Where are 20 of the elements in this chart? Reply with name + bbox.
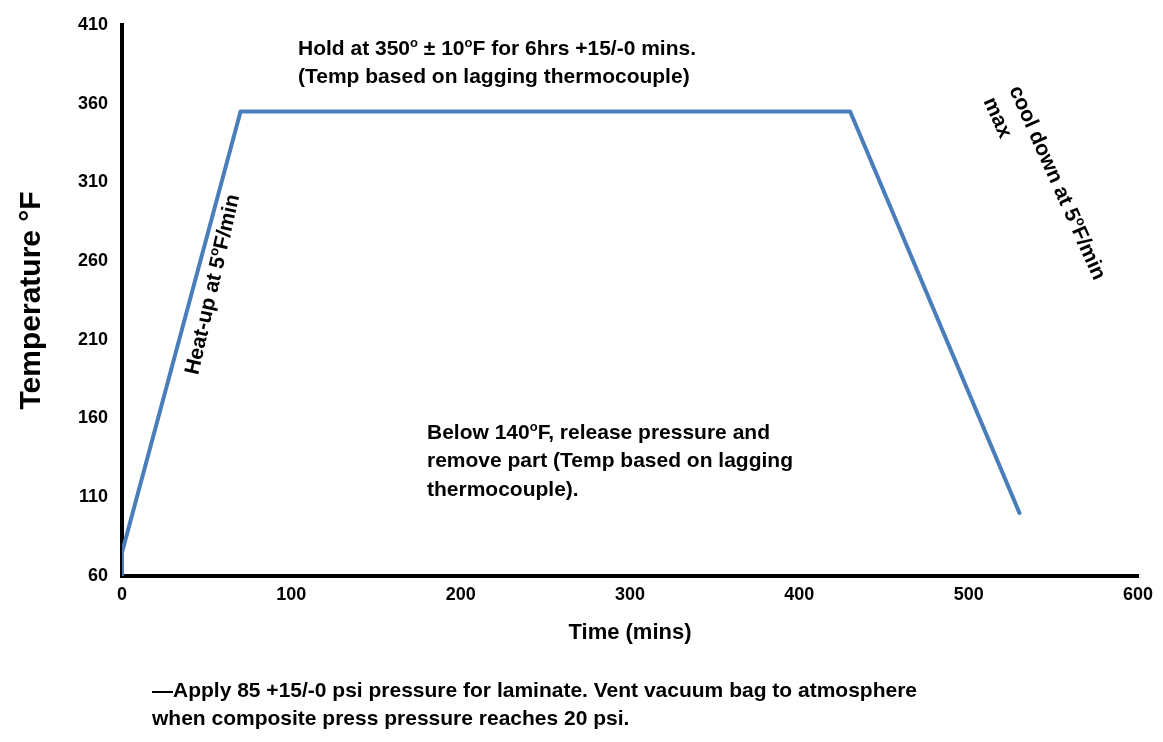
y-tick-label: 110 [78, 486, 109, 507]
x-axis-title: Time (mins) [568, 618, 692, 644]
y-tick-label: 60 [88, 564, 109, 585]
y-tick-label: 210 [77, 328, 109, 349]
x-tick-label: 300 [614, 583, 646, 604]
x-tick-label: 600 [1122, 583, 1154, 604]
annotation: Hold at 350$^{o}$ ± 10$^{o}$F for 6hrs +15/-0 mins. (Temp based on lagging thermocouple) [298, 34, 697, 90]
y-tick-label: 360 [77, 92, 109, 113]
y-tick-label: 260 [77, 250, 109, 270]
x-tick-label: 200 [445, 583, 476, 604]
text: —Apply 85 +15/-0 psi pressure for laminate. Vent vacuum bag to atmosphere when composite press pressure reaches 20 psi. [152, 677, 917, 732]
y-tick-label: 310 [77, 171, 109, 192]
y-axis-title: Temperature °F [13, 191, 47, 410]
annotation: Below 140$^{o}$F, release pressure and remove part (Temp based on lagging thermocouple). [427, 418, 794, 502]
x-tick-label: 500 [953, 583, 984, 604]
x-tick-label: 100 [276, 583, 307, 604]
y-tick-label: 410 [77, 13, 109, 34]
y-tick-label: 160 [77, 407, 109, 428]
x-tick-label: 400 [784, 583, 815, 604]
x-tick-label: 0 [117, 583, 128, 604]
